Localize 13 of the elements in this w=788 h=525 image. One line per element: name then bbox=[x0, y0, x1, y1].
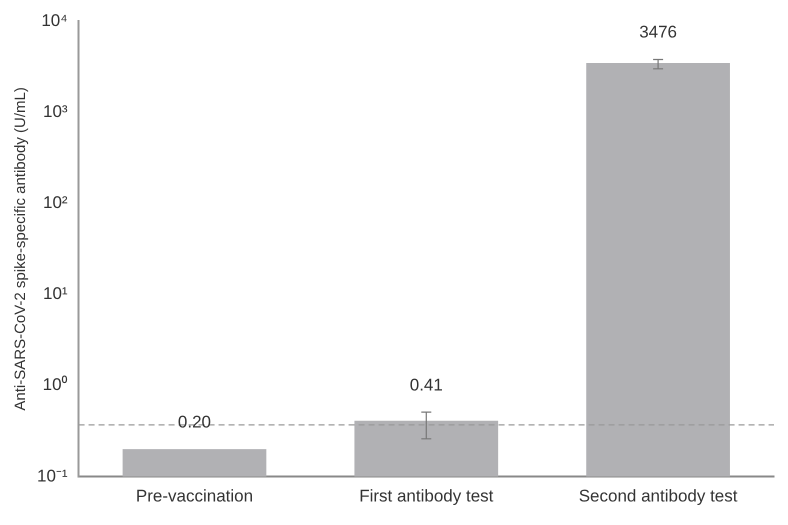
data-label: 0.41 bbox=[410, 375, 443, 394]
y-tick-label: 10⁻¹ bbox=[36, 466, 68, 486]
x-tick-label: First antibody test bbox=[359, 486, 494, 506]
y-tick-label: 10³ bbox=[42, 102, 68, 121]
data-label: 0.20 bbox=[178, 412, 212, 432]
y-tick-label: 10⁰ bbox=[42, 375, 68, 394]
x-tick-label: Pre-vaccination bbox=[136, 486, 254, 506]
x-tick-label: Second antibody test bbox=[578, 486, 738, 506]
y-axis-title: Anti-SARS-CoV-2 spike-specific antibody (U/mL) bbox=[12, 87, 30, 411]
y-tick-label: 10¹ bbox=[42, 284, 68, 304]
data-label: 3476 bbox=[639, 22, 678, 42]
y-tick-label: 10⁴ bbox=[41, 10, 68, 30]
y-tick-label: 10² bbox=[42, 193, 68, 212]
